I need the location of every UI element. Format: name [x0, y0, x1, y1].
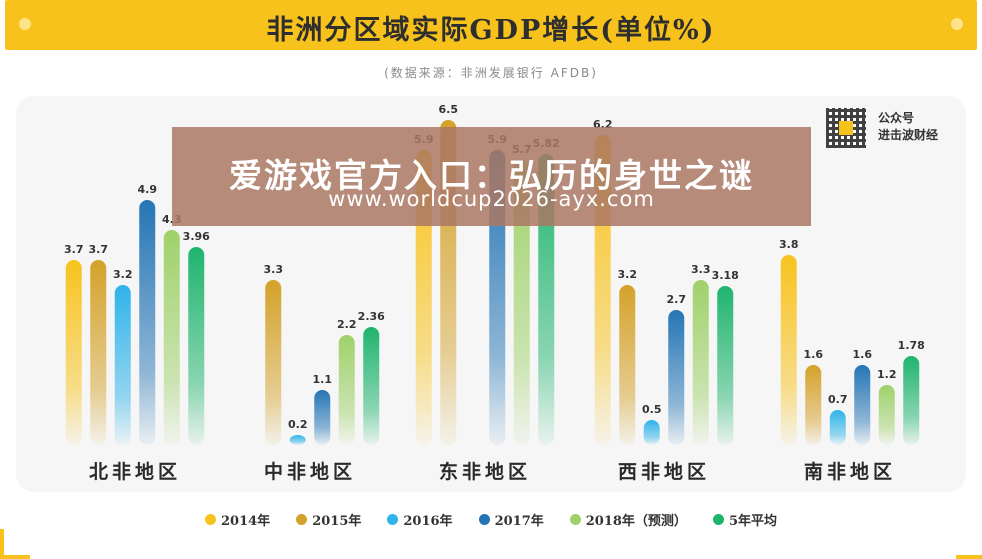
data-label: 2.2 — [337, 318, 357, 331]
bar — [854, 365, 871, 445]
legend-item: 2015年 — [296, 510, 361, 529]
data-label: 4.9 — [138, 183, 158, 196]
category-label: 中非地区 — [264, 460, 356, 483]
category-label: 北非地区 — [89, 460, 181, 483]
banner-title: 爱游戏官方入口：弘历的身世之谜 — [229, 156, 754, 195]
dot-icon — [951, 18, 963, 30]
banner-url[interactable]: www.worldcup2026-ayx.com — [328, 187, 655, 211]
bar — [265, 280, 282, 445]
qr-caption: 公众号 进击波财经 — [878, 110, 938, 144]
legend-label: 2014年 — [221, 514, 271, 529]
bar — [314, 390, 331, 445]
data-label: 3.96 — [183, 230, 210, 243]
legend-dot-icon — [387, 514, 399, 525]
chart-title: 非洲分区域实际GDP增长(单位%) — [266, 15, 716, 46]
data-label: 2.36 — [358, 310, 385, 323]
legend-label: 2017年 — [494, 514, 544, 529]
legend-dot-icon — [478, 514, 490, 525]
legend-label: 2016年 — [403, 514, 453, 529]
legend-item: 2014年 — [205, 510, 270, 529]
bar — [338, 335, 355, 445]
bar — [692, 280, 709, 445]
bar — [289, 435, 306, 445]
bar — [668, 310, 685, 445]
category-label: 西非地区 — [618, 460, 710, 483]
legend-item: 2016年 — [387, 510, 453, 529]
data-label: 3.18 — [712, 269, 739, 282]
bar — [90, 260, 107, 445]
watermark-banner[interactable]: 爱游戏官方入口：弘历的身世之谜 www.worldcup2026-ayx.com — [172, 127, 811, 226]
bar — [114, 285, 131, 445]
data-label: 0.5 — [642, 403, 662, 416]
data-label: 3.2 — [113, 268, 133, 281]
bar — [139, 200, 156, 445]
bar — [717, 286, 734, 445]
legend-label: 2015年 — [312, 514, 362, 529]
qr-logo-icon — [839, 121, 853, 135]
bar — [780, 255, 797, 445]
data-label: 6.5 — [439, 103, 459, 116]
data-label: 0.7 — [828, 393, 848, 406]
bar — [878, 385, 895, 445]
data-label: 1.1 — [313, 373, 333, 386]
chart-legend: 2014年 2015年 2016年 2017年 2018年（预测） 5年平均 — [0, 510, 982, 529]
bar — [363, 327, 380, 445]
data-label: 1.6 — [804, 348, 824, 361]
legend-dot-icon — [296, 514, 308, 525]
bar — [805, 365, 822, 445]
bar — [513, 160, 530, 445]
data-label: 0.2 — [288, 418, 308, 431]
legend-item: 2017年 — [478, 510, 544, 529]
bar — [188, 247, 205, 445]
bar — [903, 356, 920, 445]
data-label: 1.2 — [877, 368, 897, 381]
legend-item: 2018年（预测） — [569, 510, 687, 529]
bar — [538, 154, 555, 445]
qr-caption-line2: 进击波财经 — [878, 128, 939, 142]
data-label: 1.78 — [898, 339, 925, 352]
qr-caption-line1: 公众号 — [878, 111, 915, 125]
title-bar: 非洲分区域实际GDP增长(单位%) — [5, 0, 977, 50]
bar — [65, 260, 82, 445]
dot-icon — [19, 18, 31, 30]
legend-dot-icon — [569, 514, 581, 525]
data-label: 2.7 — [667, 293, 687, 306]
data-label: 3.8 — [779, 238, 799, 251]
data-label: 3.7 — [89, 243, 109, 256]
bar — [829, 410, 846, 445]
legend-label: 2018年（预测） — [585, 514, 687, 529]
data-label: 3.3 — [264, 263, 284, 276]
data-label: 3.2 — [618, 268, 638, 281]
bar — [163, 230, 180, 445]
category-label: 南非地区 — [804, 460, 896, 483]
legend-dot-icon — [712, 514, 724, 525]
data-label: 3.3 — [691, 263, 711, 276]
bar — [643, 420, 660, 445]
data-label: 1.6 — [853, 348, 873, 361]
bar — [619, 285, 636, 445]
data-label: 3.7 — [64, 243, 84, 256]
legend-item: 5年平均 — [712, 510, 777, 529]
category-label: 东非地区 — [439, 460, 531, 483]
chart-source: (数据来源：非洲发展银行 AFDB) — [384, 66, 598, 80]
legend-dot-icon — [205, 514, 216, 525]
legend-label: 5年平均 — [728, 514, 777, 529]
